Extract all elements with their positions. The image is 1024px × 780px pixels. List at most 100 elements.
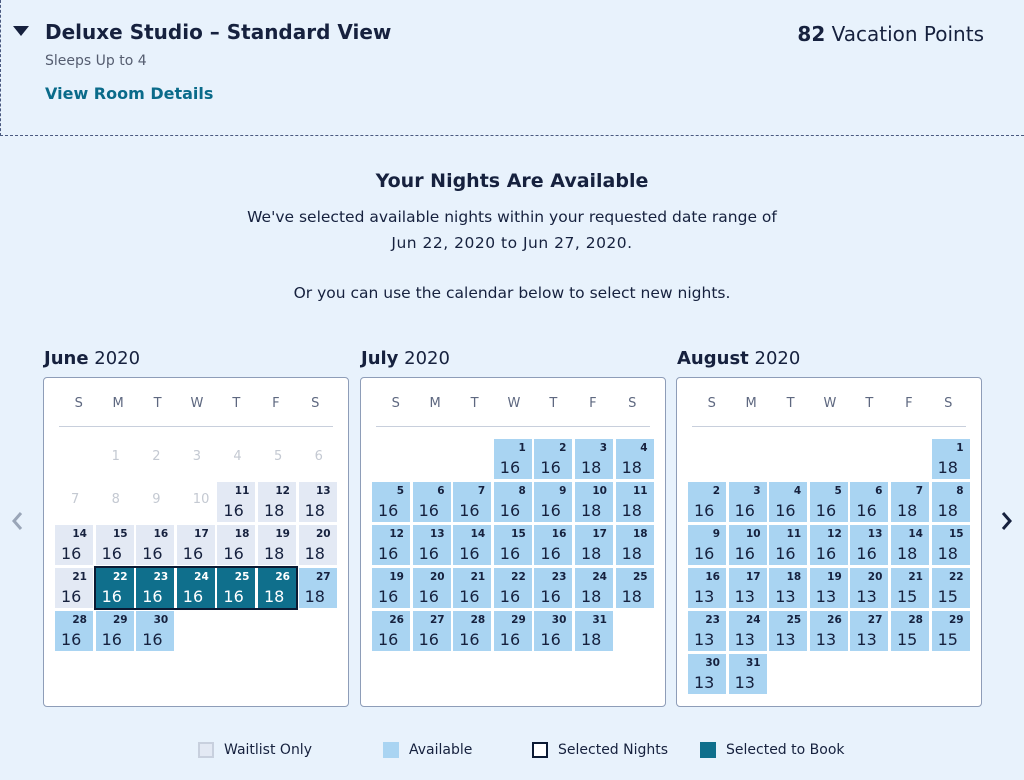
month-name: August (677, 348, 749, 369)
calendar-day[interactable]: 9 16 (533, 481, 574, 523)
calendar-day[interactable]: 29 16 (492, 610, 533, 652)
next-month-button[interactable] (1000, 510, 1014, 538)
calendar-day[interactable]: 19 16 (371, 567, 411, 609)
calendar-day[interactable]: 31 18 (574, 610, 614, 652)
calendar-day[interactable]: 27 18 (297, 567, 338, 609)
calendar-day[interactable]: 29 16 (94, 610, 135, 652)
calendar-day[interactable]: 12 16 (371, 524, 411, 566)
calendar-day[interactable]: 27 13 (849, 610, 890, 652)
calendar-day[interactable]: 22 15 (930, 567, 971, 609)
calendar-day[interactable]: 30 13 (687, 653, 727, 695)
day-points: 16 (499, 630, 521, 649)
calendar-day[interactable]: 24 13 (727, 610, 768, 652)
calendar-day[interactable]: 11 16 (768, 524, 809, 566)
day-points: 16 (459, 544, 480, 563)
calendar-day[interactable]: 23 16 (533, 567, 574, 609)
calendar-day[interactable]: 14 16 (452, 524, 493, 566)
day-number: 15 (112, 528, 128, 540)
calendar-day[interactable]: 15 18 (930, 524, 971, 566)
calendar-day[interactable]: 17 18 (574, 524, 614, 566)
calendar-day[interactable]: 25 18 (614, 567, 655, 609)
calendar-day[interactable]: 29 15 (930, 610, 971, 652)
day-number: 5 (274, 449, 283, 464)
calendar-day[interactable]: 2 16 (533, 438, 574, 480)
calendar-day[interactable]: 23 13 (687, 610, 727, 652)
calendar-day[interactable]: 30 16 (533, 610, 574, 652)
calendar-day[interactable]: 15 16 (492, 524, 533, 566)
calendar-day[interactable]: 18 13 (768, 567, 809, 609)
day-number: 20 (315, 528, 331, 540)
calendar-day[interactable]: 28 16 (54, 610, 94, 652)
calendar-day[interactable]: 13 16 (411, 524, 452, 566)
calendar-day[interactable]: 12 16 (808, 524, 849, 566)
calendar-day[interactable]: 19 13 (808, 567, 849, 609)
calendar-day: 2 (135, 438, 175, 480)
calendar-day[interactable]: 20 13 (849, 567, 890, 609)
view-room-details-link[interactable]: View Room Details (45, 84, 214, 103)
calendar-day[interactable]: 13 16 (849, 524, 890, 566)
calendar-day[interactable]: 3 18 (574, 438, 614, 480)
calendar-day[interactable]: 11 18 (614, 481, 655, 523)
calendar-day[interactable]: 21 15 (890, 567, 930, 609)
calendar-day[interactable]: 13 18 (297, 481, 338, 523)
calendar-day[interactable]: 20 16 (411, 567, 452, 609)
calendar-day[interactable]: 1 18 (930, 438, 971, 480)
calendar-day[interactable]: 15 16 (94, 524, 135, 566)
calendar-day[interactable]: 1 16 (492, 438, 533, 480)
calendar-day[interactable]: 24 16 (175, 567, 216, 609)
calendar-day[interactable]: 8 16 (492, 481, 533, 523)
calendar-day[interactable]: 6 16 (849, 481, 890, 523)
room-header: Deluxe Studio – Standard View Sleeps Up … (0, 0, 1024, 136)
calendar-day[interactable]: 17 16 (175, 524, 216, 566)
calendar-day[interactable]: 18 18 (614, 524, 655, 566)
calendar-day[interactable]: 14 16 (54, 524, 94, 566)
calendar-day[interactable]: 16 13 (687, 567, 727, 609)
calendar-day[interactable]: 11 16 (216, 481, 257, 523)
calendar-day[interactable]: 4 18 (614, 438, 655, 480)
calendar-day[interactable]: 9 16 (687, 524, 727, 566)
calendar-day[interactable]: 26 18 (257, 567, 297, 609)
day-points: 16 (540, 501, 561, 520)
prev-month-button[interactable] (10, 510, 24, 538)
calendar-day[interactable]: 5 16 (808, 481, 849, 523)
calendar-day[interactable]: 19 18 (257, 524, 297, 566)
weekday-header: S M T W T F S (376, 396, 652, 411)
calendar-day[interactable]: 22 16 (492, 567, 533, 609)
calendar-day[interactable]: 18 16 (216, 524, 257, 566)
calendar-day[interactable]: 7 16 (452, 481, 493, 523)
calendar-day[interactable]: 14 18 (890, 524, 930, 566)
calendar-day[interactable]: 25 13 (768, 610, 809, 652)
calendar-day[interactable]: 31 13 (727, 653, 768, 695)
calendar-day[interactable]: 4 16 (768, 481, 809, 523)
calendar-day[interactable]: 21 16 (54, 567, 94, 609)
calendar-day[interactable]: 10 18 (574, 481, 614, 523)
calendar-day[interactable]: 17 13 (727, 567, 768, 609)
calendar-day[interactable]: 23 16 (135, 567, 176, 609)
calendar-day[interactable]: 16 16 (533, 524, 574, 566)
calendar-day[interactable]: 25 16 (216, 567, 257, 609)
calendar-day[interactable]: 16 16 (135, 524, 176, 566)
calendar-day[interactable]: 3 16 (727, 481, 768, 523)
availability-heading: Your Nights Are Available (375, 170, 649, 192)
calendar-day[interactable]: 6 16 (411, 481, 452, 523)
calendar-day[interactable]: 28 16 (452, 610, 493, 652)
weekday-label: T (549, 396, 558, 411)
calendar-day[interactable]: 28 15 (890, 610, 930, 652)
calendar-day[interactable]: 20 18 (297, 524, 338, 566)
day-number: 12 (275, 485, 290, 497)
day-number: 15 (511, 528, 526, 540)
calendar-day[interactable]: 30 16 (135, 610, 176, 652)
calendar-day[interactable]: 24 18 (574, 567, 614, 609)
calendar-day[interactable]: 7 18 (890, 481, 930, 523)
calendar-day[interactable]: 22 16 (94, 567, 135, 609)
calendar-day[interactable]: 26 13 (808, 610, 849, 652)
calendar-day[interactable]: 21 16 (452, 567, 493, 609)
calendar-day[interactable]: 2 16 (687, 481, 727, 523)
calendar-day[interactable]: 12 18 (257, 481, 297, 523)
collapse-caret-icon[interactable] (13, 26, 29, 36)
calendar-day[interactable]: 5 16 (371, 481, 411, 523)
calendar-day[interactable]: 10 16 (727, 524, 768, 566)
calendar-day[interactable]: 8 18 (930, 481, 971, 523)
calendar-day[interactable]: 26 16 (371, 610, 411, 652)
calendar-day[interactable]: 27 16 (411, 610, 452, 652)
